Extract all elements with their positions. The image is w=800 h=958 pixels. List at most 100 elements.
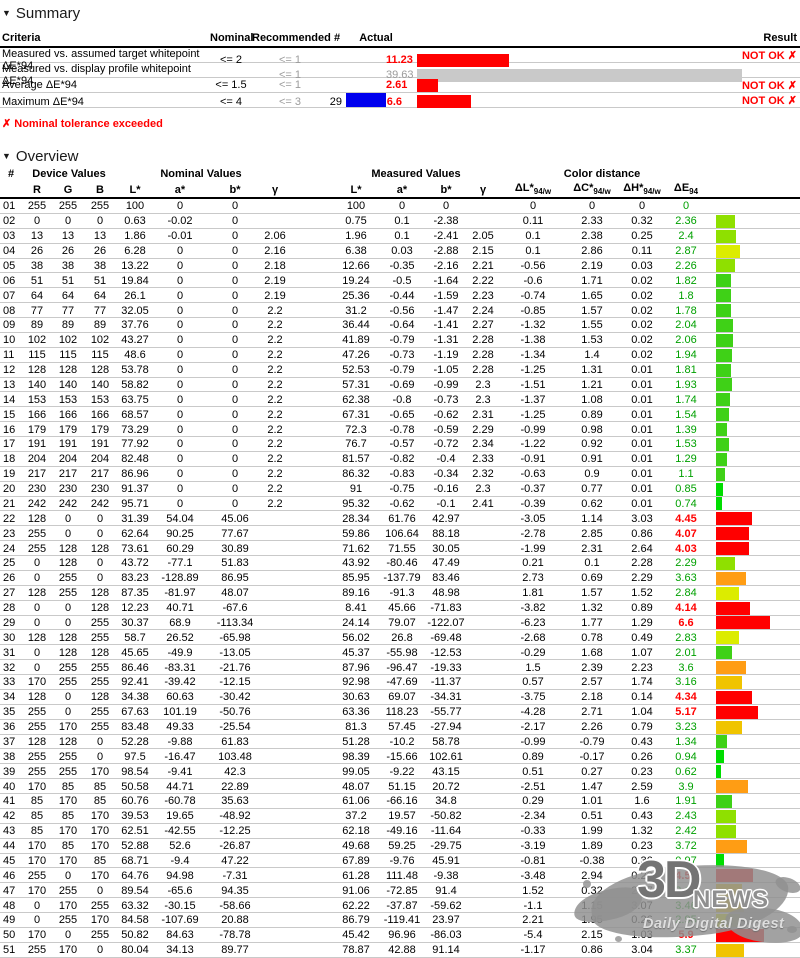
device-b: 102 [90,334,110,347]
table-row: 03 13 13 13 1.86 -0.01 0 2.06 1.96 0.1 -2.41 2.05 0.… [0,229,800,244]
nominal-l: 84.58 [121,914,149,927]
measured-l: 81.3 [345,721,367,734]
table-row: 24 255 128 128 73.61 60.29 30.89 71.62 71.55 30.0… [0,541,800,556]
color-swatch [295,452,333,467]
device-b: 128 [90,646,110,659]
device-r: 128 [27,364,47,377]
delta-e-bar-cell [705,675,800,690]
table-row: 17 191 191 191 77.92 0 0 2.2 76.7 -0.57 -0.72 2.34 -… [0,437,800,452]
delta-c: 0.92 [581,438,603,451]
nominal-a: 90.25 [166,527,194,540]
delta-h: 0 [638,200,646,213]
row-number: 18 [3,453,16,466]
device-r: 0 [33,602,41,615]
delta-l: -0.56 [520,259,546,272]
measured-b: 42.97 [432,512,460,525]
measured-b: 102.61 [429,750,463,763]
table-row: 10 102 102 102 43.27 0 0 2.2 41.89 -0.79 -1.31 2.28… [0,333,800,348]
collapse-triangle-icon[interactable]: ▼ [2,8,11,18]
measured-a: -96.47 [386,661,418,674]
delta-e-bar-cell [705,764,800,779]
nominal-l: 100 [125,200,145,213]
delta-l: -1.25 [520,408,546,421]
delta-h: 0.02 [631,304,653,317]
delta-e-value: 1.54 [675,408,697,421]
measured-a: -0.79 [389,334,415,347]
group-header-measured: Measured Values [371,168,461,180]
delta-l: -1.34 [520,349,546,362]
delta-e-bar-cell [705,749,800,764]
measured-a: -0.79 [389,364,415,377]
row-number: 13 [3,378,16,391]
table-row: 14 153 153 153 63.75 0 0 2.2 62.38 -0.8 -0.73 2.3 -1… [0,392,800,408]
delta-e-value: 1.8 [678,289,694,302]
device-b: 0 [96,572,104,585]
measured-gamma: 2.23 [472,289,494,302]
measured-b: 0 [442,200,450,213]
delta-h: 1.04 [631,706,653,719]
measured-l: 31.2 [345,304,367,317]
row-number: 37 [3,735,16,748]
overview-section-title: ▼ Overview [2,146,800,166]
delta-c: 1.95 [581,914,603,927]
delta-e-bar-cell [705,273,800,288]
nominal-a: -107.69 [161,914,199,927]
row-number: 25 [3,557,16,570]
delta-e-bar-cell [705,883,800,898]
recommended-value: <= 1 [278,69,302,81]
nominal-gamma: 2.2 [267,378,283,391]
delta-e-value: 2.42 [675,825,697,838]
result-status: NOT OK ✗ [741,49,797,62]
measured-b: -0.4 [436,453,456,466]
delta-e-bar [716,289,731,303]
device-r: 0 [33,914,41,927]
collapse-triangle-icon[interactable]: ▼ [2,151,11,161]
row-number: 24 [3,542,16,555]
measured-l: 71.62 [342,542,370,555]
delta-h: 2.29 [631,572,653,585]
table-row: 27 128 255 128 87.35 -81.97 48.07 89.16 -91.3 48.… [0,586,800,601]
nominal-b: -21.76 [219,661,251,674]
delta-e-bar-cell [705,407,800,422]
delta-e-bar [716,720,743,734]
delta-e-bar [716,348,732,362]
nominal-b: -78.78 [219,929,251,942]
measured-a: 0.1 [394,230,410,243]
delta-l: -0.91 [520,453,546,466]
device-r: 85 [30,795,44,808]
nominal-l: 6.28 [124,245,146,258]
delta-e-bar [716,437,729,451]
delta-e-value: 1.93 [675,378,697,391]
row-number: 47 [3,884,16,897]
table-row: 50 170 0 255 50.82 84.63 -78.78 45.42 96.96 -86.0… [0,928,800,943]
nominal-l: 63.32 [121,899,149,912]
delta-e-bar-cell [705,839,800,854]
device-g: 217 [58,468,78,481]
measured-l: 6.38 [345,245,367,258]
delta-e-value: 0.97 [675,854,697,867]
delta-e-bar-cell [705,214,800,229]
measured-l: 91 [349,483,363,496]
nominal-b: -26.87 [219,840,251,853]
row-number: 07 [3,289,16,302]
delta-h: 2.77 [631,884,653,897]
device-b: 170 [90,840,110,853]
device-b: 128 [90,587,110,600]
nominal-a: 52.6 [169,840,191,853]
row-number: 10 [3,334,16,347]
delta-e-bar [716,928,765,942]
nominal-b: 45.06 [221,512,249,525]
delta-h: 0.79 [631,721,653,734]
device-b: 255 [90,616,110,629]
measured-gamma: 2.22 [472,274,494,287]
delta-e-value: 2.29 [675,557,697,570]
device-b: 255 [90,200,110,213]
delta-e-bar [716,452,727,466]
nominal-a: 0 [176,349,184,362]
color-swatch [295,809,333,824]
delta-e-bar-cell [705,482,800,497]
delta-c: 1.99 [581,825,603,838]
device-b: 128 [90,364,110,377]
nominal-b: 48.07 [221,587,249,600]
nominal-b: 35.63 [221,795,249,808]
